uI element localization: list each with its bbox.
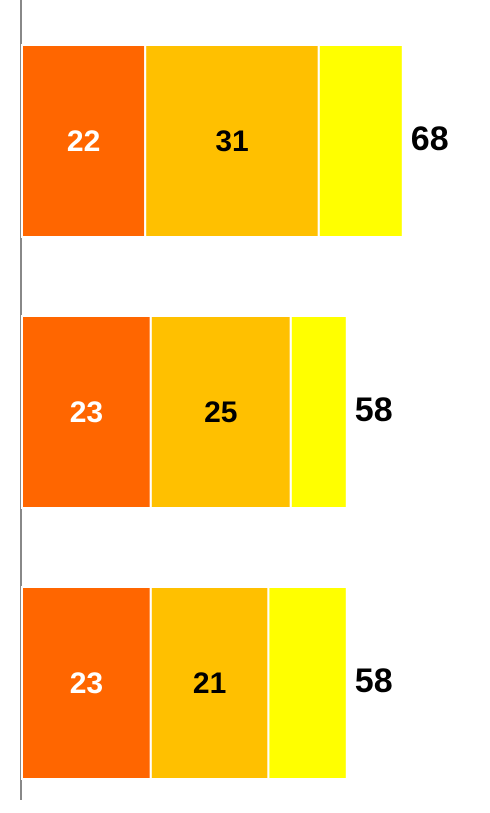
data-label: 22: [67, 125, 100, 158]
bar-segment: [144, 44, 320, 238]
total-label: 58: [355, 391, 393, 429]
data-label: 31: [215, 125, 248, 158]
data-label: 23: [70, 396, 103, 429]
total-label: 68: [411, 120, 449, 158]
bar-segment: [21, 315, 152, 509]
bar-segment: [317, 44, 404, 238]
bar-segment: [267, 586, 348, 780]
total-label: 58: [355, 662, 393, 700]
bar-segment: [289, 315, 348, 509]
data-label: 23: [70, 667, 103, 700]
bar-segment: [149, 586, 270, 780]
data-label: 25: [204, 396, 237, 429]
data-label: 21: [193, 667, 226, 700]
